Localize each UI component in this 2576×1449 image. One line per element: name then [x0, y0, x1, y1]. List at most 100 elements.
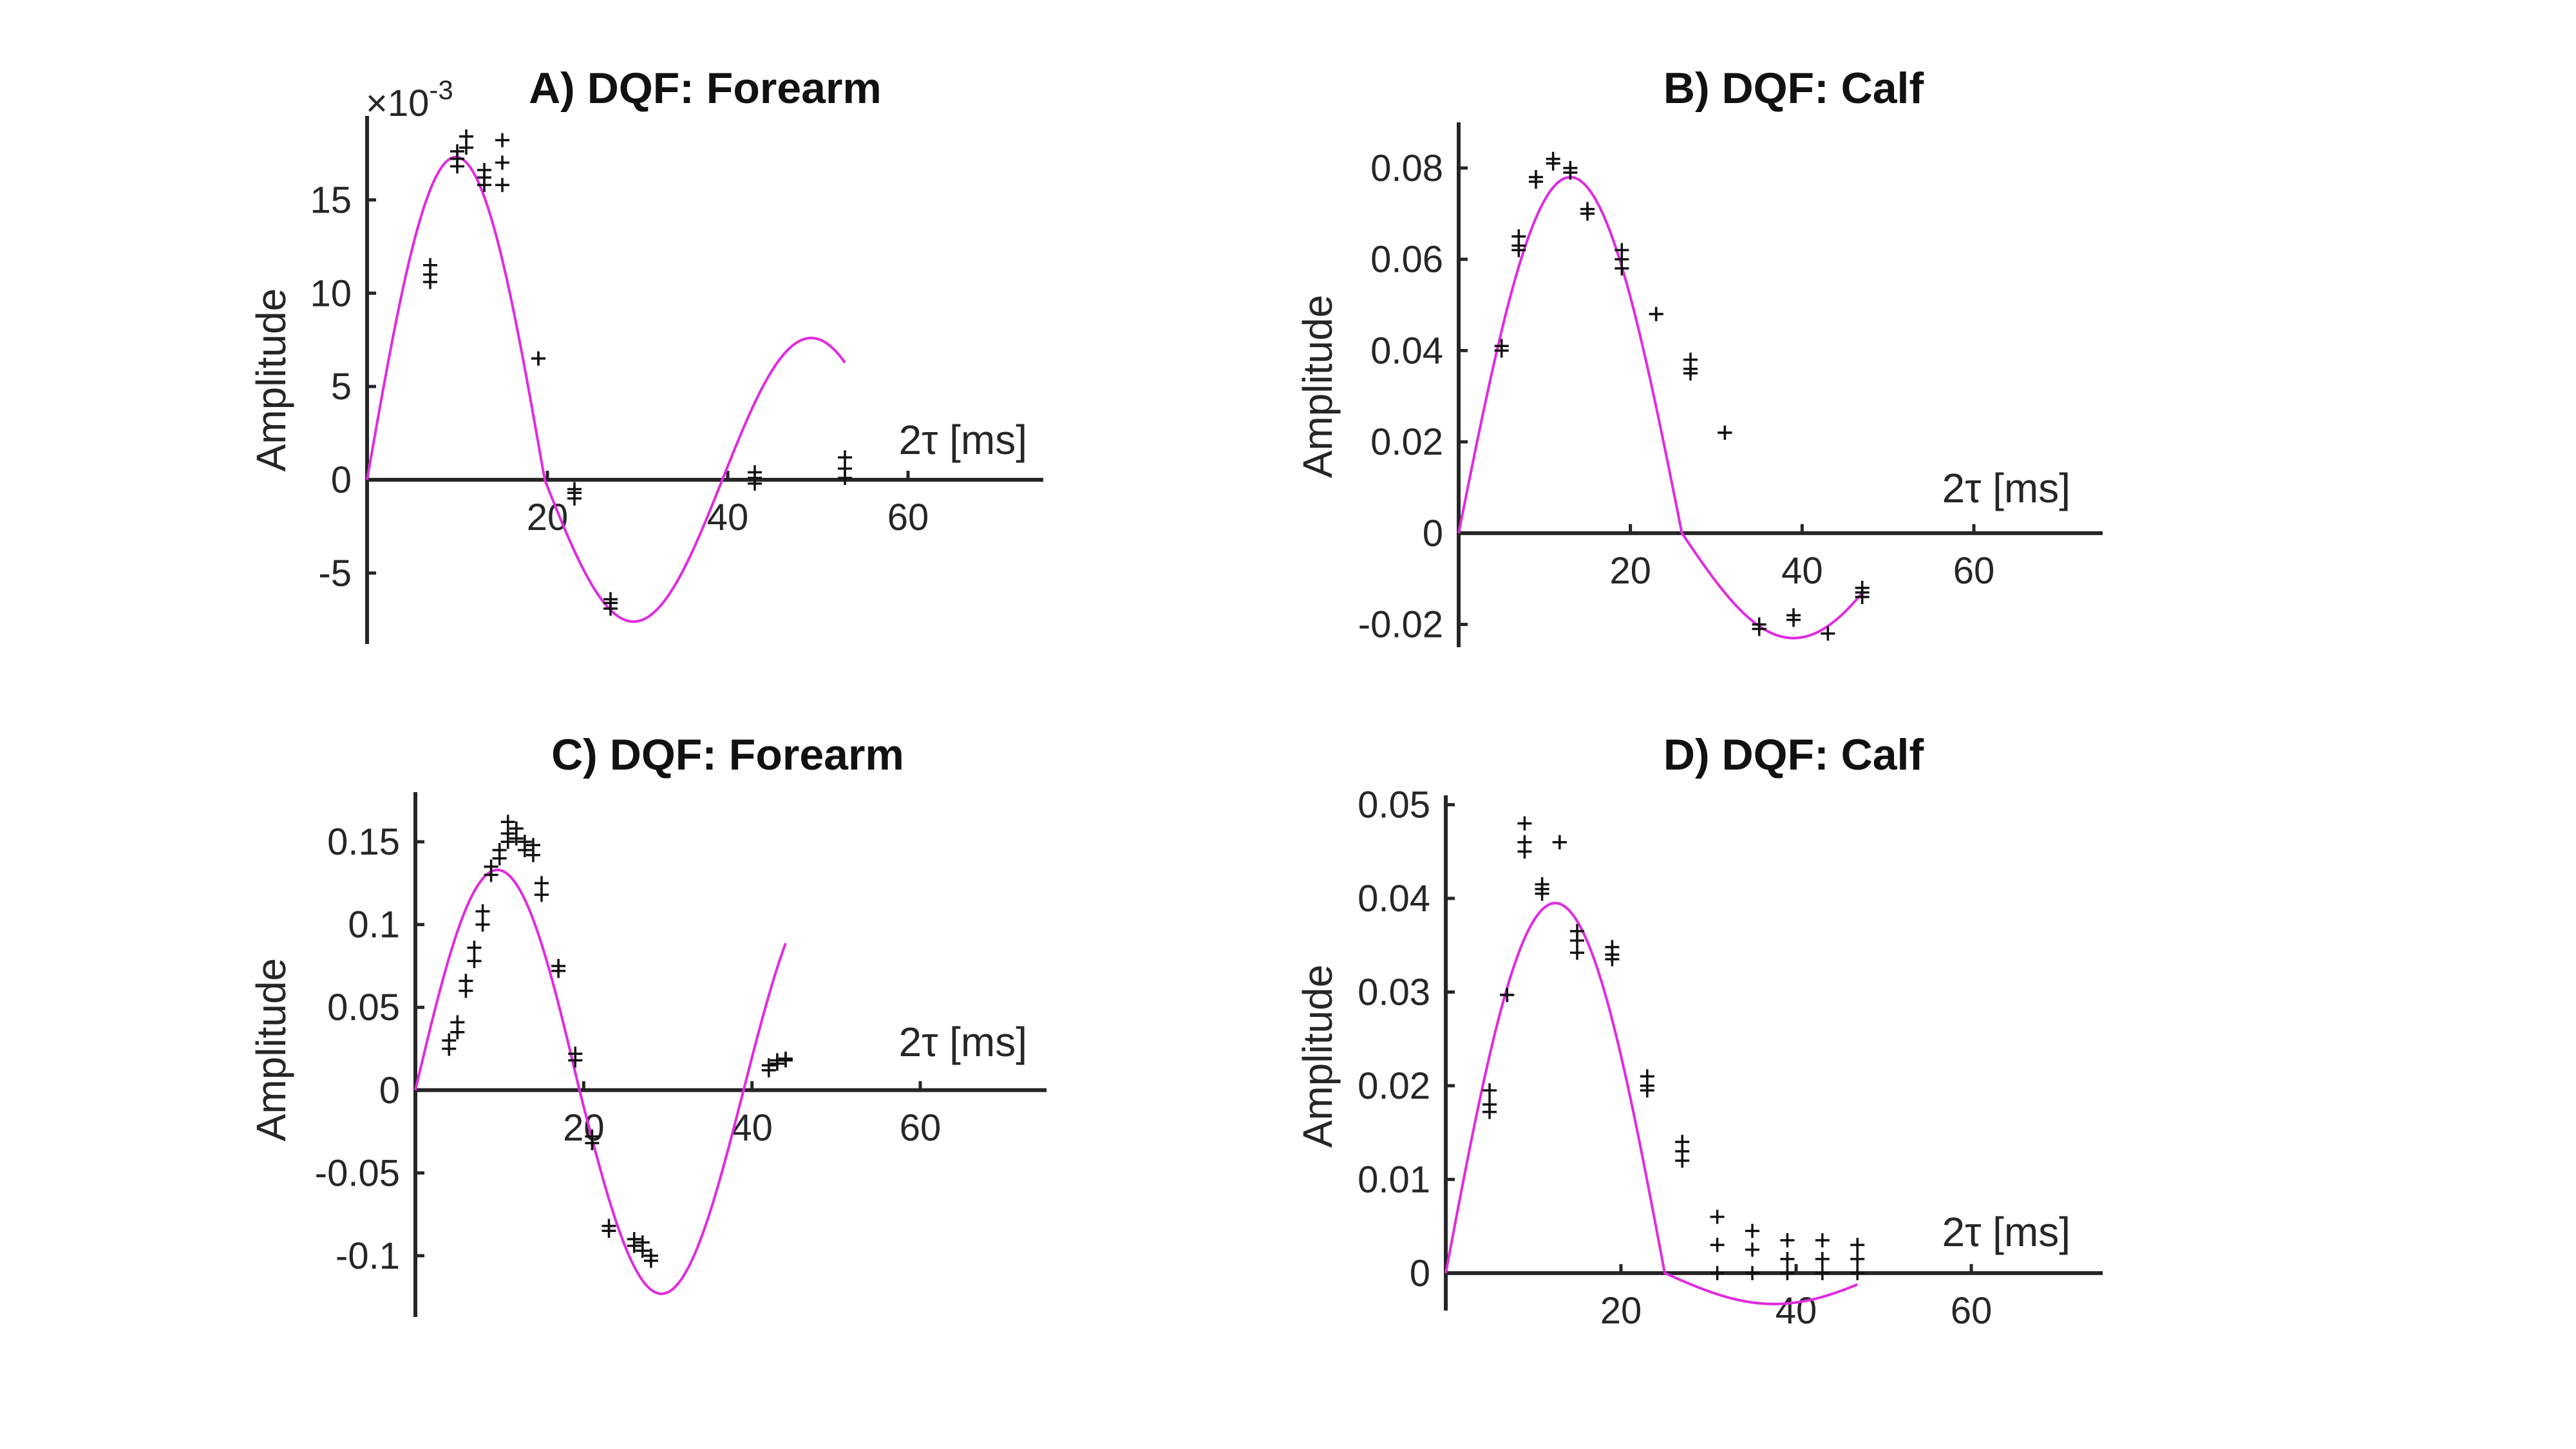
panel-c-y-tick-label: 0 — [379, 1070, 400, 1112]
panel-d-data-point — [1552, 835, 1567, 849]
panel-a-data-point — [603, 596, 618, 611]
panel-d-data-point — [1517, 816, 1532, 831]
panel-d-y-axis-label: Amplitude — [1294, 965, 1341, 1148]
panel-d-data-point — [1675, 1144, 1690, 1159]
panel-a: A) DQF: Forearm 2τ [ms] Amplitude ×10-3 … — [248, 64, 1043, 644]
panel-a-data-point — [495, 133, 509, 147]
panel-b-title: B) DQF: Calf — [1663, 64, 1924, 113]
panel-c-data-point — [627, 1238, 641, 1253]
panel-c-data-point — [509, 831, 524, 846]
panel-b-y-tick-label: 0.08 — [1370, 147, 1443, 189]
panel-c-data-point — [761, 1063, 776, 1077]
panel-d-data-point — [1482, 1097, 1497, 1112]
panel-a-x-tick-label: 20 — [527, 497, 569, 538]
panel-c-x-axis-label: 2τ [ms] — [898, 1019, 1027, 1065]
panel-b-data-point — [1546, 156, 1560, 171]
panel-b-y-tick-label: 0 — [1423, 513, 1443, 554]
panel-a-y-tick-label: 0 — [331, 459, 352, 501]
panel-d-x-axis-label: 2τ [ms] — [1942, 1209, 2070, 1255]
panel-c-data-point — [467, 954, 482, 969]
panel-d-data-point — [1850, 1238, 1865, 1253]
panel-d-y-tick-label: 0.05 — [1358, 784, 1430, 826]
panel-c-data-point — [585, 1136, 600, 1151]
panel-d-y-tick-label: 0 — [1410, 1253, 1430, 1294]
panel-b-data-point — [1821, 626, 1835, 641]
panel-a-data-point — [423, 267, 437, 282]
panel-d-data-point — [1745, 1242, 1759, 1257]
panel-c-fit-curve — [414, 868, 787, 1296]
panel-d-y-tick-label: 0.01 — [1358, 1159, 1430, 1200]
panel-d-x-tick-label: 20 — [1600, 1290, 1642, 1332]
panel-c-data-point — [568, 1053, 583, 1068]
panel-a-y-tick-label: 10 — [310, 272, 352, 314]
panel-a-title: A) DQF: Forearm — [529, 64, 882, 113]
panel-c-data-point — [442, 1033, 457, 1048]
panel-d-data-point — [1780, 1265, 1795, 1280]
panel-c-data-point — [643, 1253, 658, 1268]
panel-b: B) DQF: Calf 2τ [ms] Amplitude 20 40 60 -0.… — [1294, 64, 2103, 647]
panel-c-data-point — [475, 904, 490, 919]
panel-c-y-tick-label: -0.05 — [315, 1152, 400, 1194]
panel-b-data-point — [1529, 175, 1543, 189]
panel-b-fit-curve — [1457, 176, 1864, 639]
panel-a-y-tick-label: -5 — [318, 553, 352, 594]
panel-b-data-point — [1855, 585, 1870, 600]
panel-c: C) DQF: Forearm 2τ [ms] Amplitude 20 40 60… — [248, 730, 1046, 1317]
panel-a-data-point — [567, 486, 582, 500]
panel-c-data-point — [500, 815, 515, 829]
panel-c-data-point — [517, 842, 532, 857]
panel-c-y-tick-label: 0.1 — [348, 904, 400, 946]
panel-d-title: D) DQF: Calf — [1663, 730, 1924, 779]
panel-d-data-point — [1482, 1083, 1497, 1098]
panel-d-fit-curve — [1444, 902, 1858, 1305]
panel-c-title: C) DQF: Forearm — [551, 730, 904, 779]
panel-d-data-point — [1500, 987, 1515, 1002]
panel-c-data-point — [635, 1244, 650, 1258]
panel-a-data-point — [531, 351, 545, 366]
panel-c-data-point — [475, 917, 490, 932]
panel-b-data-point — [1580, 206, 1595, 221]
panel-a-data-point — [838, 461, 852, 476]
panel-a-y-exponent: ×10-3 — [366, 75, 453, 124]
panel-b-data-point — [1718, 425, 1732, 440]
panel-d-data-point — [1570, 933, 1584, 948]
panel-b-data-point — [1752, 621, 1766, 636]
panel-b-x-tick-label: 60 — [1953, 550, 1995, 592]
panel-b-x-tick-label: 20 — [1609, 550, 1651, 592]
panel-b-y-tick-label: 0.06 — [1370, 239, 1443, 281]
panel-d-data-point — [1710, 1265, 1725, 1280]
panel-d-x-tick-label: 60 — [1951, 1290, 1993, 1332]
panel-d-data-point — [1570, 945, 1584, 960]
panel-a-data-point — [459, 140, 473, 155]
panel-c-y-axis-label: Amplitude — [248, 958, 294, 1142]
panel-d-data-point — [1850, 1265, 1865, 1280]
panel-a-x-axis-label: 2τ [ms] — [898, 417, 1027, 463]
panel-c-data-point — [778, 1053, 793, 1068]
panel-b-data-point — [1615, 252, 1629, 267]
panel-d-x-tick-label: 40 — [1776, 1290, 1817, 1332]
panel-c-y-tick-label: -0.1 — [336, 1235, 400, 1277]
panel-d-data-point — [1815, 1252, 1830, 1266]
panel-d-data-point — [1745, 1265, 1759, 1280]
panel-b-data-point — [1786, 612, 1801, 627]
panel-d-data-point — [1517, 835, 1532, 849]
panel-c-data-point — [450, 1015, 465, 1030]
panel-b-y-tick-label: -0.02 — [1358, 604, 1443, 646]
panel-c-data-point — [459, 974, 473, 989]
panel-d-y-tick-label: 0.02 — [1358, 1065, 1430, 1107]
panel-c-data-point — [526, 848, 540, 862]
panel-d-data-point — [1535, 882, 1549, 896]
panel-b-y-tick-label: 0.02 — [1370, 421, 1443, 463]
panel-c-data-point — [551, 963, 566, 978]
panel-d: D) DQF: Calf 2τ [ms] Amplitude 20 40 60 0 0.… — [1294, 730, 2103, 1332]
panel-d-data-point — [1710, 1238, 1725, 1253]
panel-d-data-point — [1605, 947, 1620, 962]
panel-c-data-point — [535, 887, 549, 902]
panel-d-y-tick-label: 0.03 — [1358, 971, 1430, 1013]
panel-c-data-point — [770, 1056, 784, 1071]
panel-c-data-point — [601, 1224, 616, 1238]
panel-a-y-axis-label: Amplitude — [248, 289, 294, 472]
panel-b-data-point — [1563, 165, 1578, 180]
panel-c-y-tick-label: 0.05 — [327, 987, 400, 1028]
